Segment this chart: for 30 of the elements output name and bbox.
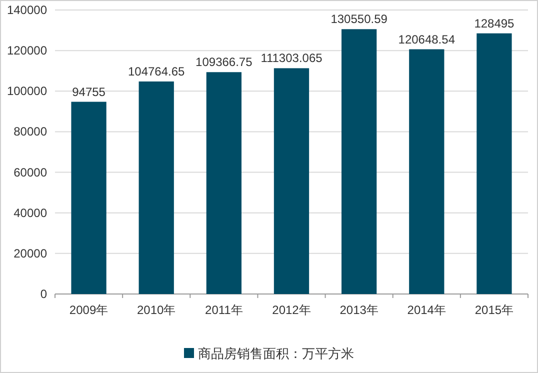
x-tick-label: 2010年 bbox=[137, 303, 176, 317]
y-tick-label: 20000 bbox=[14, 246, 48, 260]
data-label: 128495 bbox=[474, 16, 515, 30]
y-tick-label: 100000 bbox=[6, 84, 48, 98]
data-label: 130550.59 bbox=[330, 12, 388, 26]
x-tick-label: 2011年 bbox=[205, 303, 243, 317]
bar bbox=[342, 29, 377, 294]
bar bbox=[274, 68, 310, 294]
data-label: 109366.75 bbox=[196, 55, 253, 70]
bar bbox=[409, 49, 444, 294]
x-tick-label: 2013年 bbox=[340, 303, 378, 317]
data-label: 104764.65 bbox=[128, 64, 186, 78]
x-tick-label: 2012年 bbox=[272, 303, 311, 317]
data-label: 120648.54 bbox=[398, 32, 456, 46]
bar bbox=[476, 33, 512, 294]
bar bbox=[206, 72, 242, 294]
y-tick-label: 0 bbox=[40, 287, 48, 301]
y-tick-label: 40000 bbox=[14, 206, 48, 220]
x-tick-label: 2009年 bbox=[69, 303, 108, 317]
y-tick-label: 80000 bbox=[14, 124, 48, 139]
x-tick-label: 2014年 bbox=[407, 303, 446, 317]
y-tick-label: 140000 bbox=[6, 3, 48, 17]
data-label: 94755 bbox=[72, 84, 106, 99]
legend-label: 商品房销售面积：万平方米 bbox=[198, 346, 354, 361]
y-tick-label: 120000 bbox=[6, 44, 48, 58]
bar bbox=[71, 102, 106, 294]
y-tick-label: 60000 bbox=[14, 165, 48, 180]
bar bbox=[138, 81, 174, 294]
x-tick-label: 2015年 bbox=[474, 303, 514, 317]
data-label: 111303.065 bbox=[260, 51, 323, 66]
